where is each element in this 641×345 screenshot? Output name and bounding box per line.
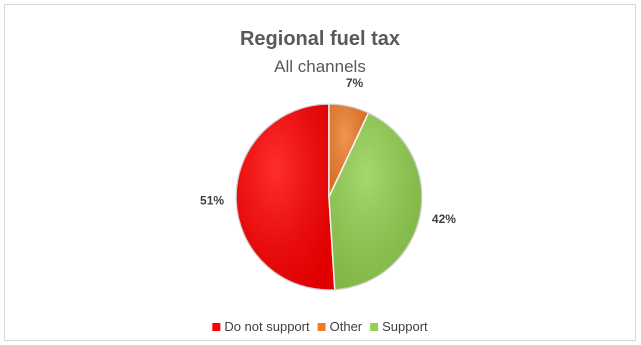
pie-data-labels: 51% 7% 42%	[200, 76, 456, 226]
legend-swatch-support	[370, 323, 379, 331]
legend-swatch-do-not-support	[212, 323, 221, 331]
pie-slice-shading	[329, 104, 369, 197]
chart-legend: Do not support Other Support	[212, 319, 428, 334]
legend-label-do-not-support: Do not support	[224, 319, 310, 334]
pie-slice-shading	[329, 112, 423, 290]
data-label-do-not-support: 51%	[200, 194, 224, 208]
chart-subtitle: All channels	[274, 57, 366, 76]
pie-outline	[235, 103, 423, 291]
pie-slice-shading	[236, 104, 335, 290]
pie-slices	[235, 103, 423, 291]
chart-title: Regional fuel tax	[240, 28, 400, 50]
data-label-other: 7%	[346, 76, 364, 90]
legend-label-support: Support	[382, 319, 428, 334]
legend-swatch-other	[317, 323, 326, 331]
data-label-support: 42%	[432, 212, 456, 226]
legend-label-other: Other	[330, 319, 363, 334]
